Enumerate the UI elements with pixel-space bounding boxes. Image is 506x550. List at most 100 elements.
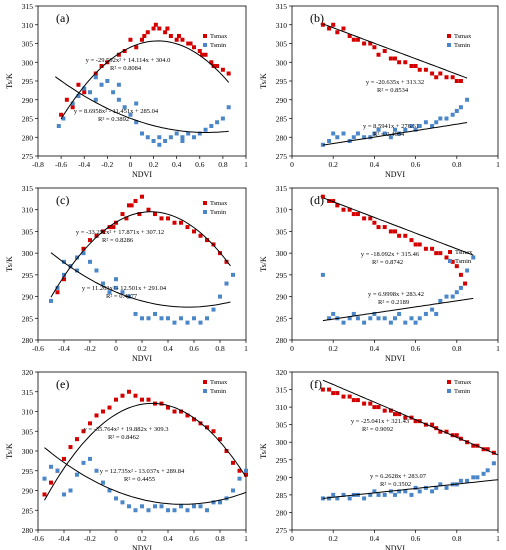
data-point-tsmin <box>491 461 496 466</box>
fit-curve-tsmin <box>44 447 247 505</box>
fit-curve-tsmin <box>322 479 499 499</box>
data-point-tsmin <box>434 311 439 316</box>
data-point-tsmax <box>192 45 196 50</box>
data-point-tsmin <box>331 131 336 136</box>
data-point-tsmax <box>423 67 428 72</box>
chart-panel-4: 280 285 290 295 300 305 310 315 0 0.2 0.4 0.6 0.8 1 ND… <box>259 184 500 363</box>
series-tsmax <box>42 389 248 497</box>
data-point-tsmin <box>372 489 377 494</box>
data-point-tsmax <box>327 199 332 204</box>
data-point-tsmin <box>226 105 231 110</box>
data-point-tsmax <box>409 64 414 68</box>
y-axis-label: Ts/K <box>259 443 268 459</box>
y-tick-label: 310 <box>276 403 288 412</box>
data-point-tsmax <box>355 37 360 42</box>
data-point-tsmin <box>159 316 164 321</box>
fit-curve-tsmax <box>50 211 231 298</box>
data-point-tsmax <box>133 393 138 398</box>
data-point-tsmin <box>140 131 144 136</box>
data-point-tsmin <box>382 316 387 321</box>
y-axis-label: Ts/K <box>5 443 14 459</box>
data-point-tsmax <box>362 401 367 406</box>
data-point-tsmax <box>368 216 373 221</box>
data-point-tsmin <box>55 285 60 290</box>
fit-r2-tsmax: R² = 0.8084 <box>110 65 142 72</box>
chart-panel-2: 275 280 285 290 295 300 305 310 315 0 0.2 0.4 0.6 0.8… <box>259 2 500 179</box>
series-tsmin <box>49 251 235 325</box>
data-point-tsmin <box>335 496 340 501</box>
y-axis-label: Ts/K <box>5 73 14 89</box>
data-point-tsmin <box>465 97 470 102</box>
data-point-tsmin <box>205 508 209 513</box>
data-point-tsmax <box>485 447 490 452</box>
data-point-tsmin <box>215 120 220 125</box>
data-point-tsmin <box>128 112 133 117</box>
data-point-tsmin <box>172 320 177 325</box>
data-point-tsmin <box>417 124 422 128</box>
y-tick-label: 305 <box>276 227 288 236</box>
data-point-tsmax <box>397 412 402 417</box>
data-point-tsmin <box>458 105 463 110</box>
data-point-tsmin <box>186 131 191 136</box>
data-point-tsmin <box>327 496 332 501</box>
data-point-tsmax <box>82 90 87 95</box>
x-tick-label: 0.8 <box>215 534 225 543</box>
data-point-tsmax <box>192 417 196 422</box>
data-point-tsmax <box>122 49 127 53</box>
data-point-tsmin <box>166 508 170 513</box>
panel-label: (e) <box>56 377 69 391</box>
y-tick-label: 285 <box>22 314 34 323</box>
y-tick-label: 305 <box>22 227 34 236</box>
data-point-tsmax <box>335 391 340 396</box>
data-point-tsmin <box>145 135 150 140</box>
x-tick-label: 0.4 <box>370 160 380 169</box>
chart-panel-3: 280 285 290 295 300 305 310 315 -0.6 -0.4 -0.2 0 0.2… <box>5 184 248 363</box>
data-point-tsmax <box>376 225 381 230</box>
data-point-tsmin <box>133 508 138 513</box>
data-point-tsmax <box>351 398 356 403</box>
data-point-tsmin <box>320 272 325 277</box>
y-tick-label: 315 <box>276 2 288 11</box>
data-point-tsmin <box>430 489 435 494</box>
data-point-tsmax <box>140 397 144 402</box>
data-point-tsmin <box>362 135 367 140</box>
data-point-tsmin <box>146 316 151 321</box>
data-point-tsmin <box>114 285 118 290</box>
data-point-tsmax <box>372 405 377 410</box>
data-point-tsmin <box>454 290 459 295</box>
data-point-tsmin <box>397 311 402 316</box>
data-point-tsmax <box>397 60 402 65</box>
data-point-tsmin <box>134 120 139 125</box>
data-point-tsmax <box>397 233 402 238</box>
data-point-tsmin <box>458 285 463 290</box>
legend-label-tsmin: Tsmin <box>455 258 472 265</box>
data-point-tsmin <box>75 472 79 477</box>
data-point-tsmax <box>185 413 190 418</box>
data-point-tsmax <box>382 408 387 413</box>
data-point-tsmin <box>327 316 332 321</box>
data-point-tsmin <box>341 492 346 497</box>
data-point-tsmin <box>180 135 185 140</box>
y-tick-label: 280 <box>22 526 34 535</box>
data-point-tsmax <box>382 49 387 53</box>
data-point-tsmin <box>218 294 222 299</box>
x-tick-label: 0.4 <box>172 160 182 169</box>
data-point-tsmax <box>331 22 336 27</box>
data-point-tsmax <box>153 22 158 27</box>
data-point-tsmin <box>105 79 110 83</box>
x-tick-label: 0.8 <box>452 534 462 543</box>
data-point-tsmin <box>101 480 105 485</box>
fit-equation-tsmin: y = 6.9998x + 283.42 <box>368 291 424 298</box>
plot-frame <box>291 371 499 531</box>
legend-marker-tsmin <box>448 259 452 263</box>
data-point-tsmax <box>351 212 356 217</box>
y-tick-label: 280 <box>276 508 288 517</box>
x-tick-label: 0.6 <box>189 344 199 353</box>
data-point-tsmax <box>203 52 208 57</box>
data-point-tsmin <box>237 476 242 481</box>
legend-marker-tsmin <box>203 210 207 214</box>
data-point-tsmin <box>120 500 125 505</box>
data-point-tsmin <box>430 307 435 312</box>
data-point-tsmin <box>362 496 367 501</box>
data-point-tsmin <box>42 476 47 481</box>
